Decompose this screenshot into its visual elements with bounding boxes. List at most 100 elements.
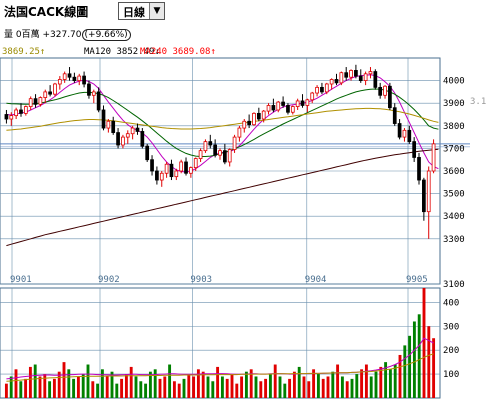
volume-bar-up xyxy=(129,366,133,398)
candle-up xyxy=(106,120,111,129)
volume-bar-up xyxy=(4,383,8,398)
chevron-down-icon[interactable]: ▼ xyxy=(150,3,164,19)
candle-down xyxy=(48,91,52,95)
volume-bar-down xyxy=(350,378,354,398)
candle-down xyxy=(82,75,86,85)
candle-up xyxy=(28,98,33,107)
volume-tick-label: 200 xyxy=(443,346,459,356)
volume-bar-up xyxy=(336,364,340,398)
volume-panel xyxy=(0,287,441,399)
candle-down xyxy=(412,141,417,158)
volume-bar-up xyxy=(76,376,80,398)
volume-bar-down xyxy=(408,335,412,398)
candle-up xyxy=(203,141,208,152)
candle-up xyxy=(295,100,300,107)
candle-up xyxy=(383,85,387,96)
candle-up xyxy=(315,86,319,94)
ma-longest-line xyxy=(6,148,439,247)
volume-bar-down xyxy=(33,364,37,398)
volume-bar-up xyxy=(172,381,176,398)
price-tick-label: 3600 xyxy=(443,167,465,177)
candle-up xyxy=(242,120,247,129)
candle-down xyxy=(300,100,305,106)
volume-bar-down xyxy=(268,374,272,398)
candle-down xyxy=(222,150,227,163)
volume-bar-down xyxy=(278,376,282,398)
price-tick-label: 3100 xyxy=(443,280,465,290)
volume-bar-down xyxy=(19,381,23,398)
volume-bar-up xyxy=(264,378,268,398)
candle-down xyxy=(378,86,383,96)
candle-down xyxy=(417,157,421,181)
period-selector[interactable]: 日線 ▼ xyxy=(118,2,165,20)
volume-bar-up xyxy=(62,362,66,398)
date-tick-label: 9904 xyxy=(305,275,327,285)
volume-bar-up xyxy=(177,383,181,398)
candle-down xyxy=(111,120,116,133)
candle-up xyxy=(324,83,329,93)
candle-up xyxy=(43,91,48,98)
candle-down xyxy=(407,129,412,143)
volume-bar-down xyxy=(254,376,258,398)
candle-down xyxy=(67,73,72,78)
candle-down xyxy=(320,86,324,93)
candle-up xyxy=(159,172,164,181)
price-tick-label: 3500 xyxy=(443,190,465,200)
candle-down xyxy=(256,112,261,120)
volume-bar-up xyxy=(379,366,383,398)
candle-up xyxy=(363,73,368,81)
candle-up xyxy=(38,97,43,105)
volume-bar-down xyxy=(100,369,104,398)
volume-bar-down xyxy=(9,376,13,398)
ma240-legend: MA240 3689.08↑ xyxy=(140,47,216,57)
volume-bar-up xyxy=(43,374,47,398)
volume-bar-down xyxy=(144,383,148,398)
change-value: +327.70 xyxy=(42,30,82,40)
candle-down xyxy=(184,161,188,174)
candle-down xyxy=(334,79,339,84)
candle-up xyxy=(125,133,130,138)
price-tick-label: 3900 xyxy=(443,99,465,109)
candle-up xyxy=(57,79,62,85)
volume-bar-down xyxy=(412,321,416,398)
volume-bar-up xyxy=(196,369,200,398)
candle-up xyxy=(310,92,315,101)
candle-up xyxy=(193,158,198,169)
candle-down xyxy=(140,131,145,147)
volume-bar-down xyxy=(374,371,378,398)
candle-down xyxy=(145,145,150,161)
period-selector-label[interactable]: 日線 xyxy=(119,3,150,19)
candle-up xyxy=(189,167,193,174)
candle-up xyxy=(261,110,266,120)
volume-tick-label: 100 xyxy=(443,370,459,380)
candle-down xyxy=(4,114,9,120)
candle-up xyxy=(218,150,222,156)
volume-bar-up xyxy=(38,376,42,398)
volume-bar-up xyxy=(273,364,277,398)
volume-bar-down xyxy=(86,364,90,398)
candle-down xyxy=(388,85,392,109)
candle-up xyxy=(252,112,256,126)
candle-up xyxy=(329,79,334,85)
volume-bar-down xyxy=(67,369,71,398)
volume-bar-up xyxy=(307,381,311,398)
volume-bar-down xyxy=(393,364,397,398)
volume-bar-up xyxy=(292,371,296,398)
volume-bar-up xyxy=(57,371,61,398)
volume-bar-up xyxy=(432,338,436,398)
volume-bar-down xyxy=(48,381,52,398)
candle-up xyxy=(91,91,96,96)
date-tick-label: 9901 xyxy=(10,275,32,285)
candle-up xyxy=(339,72,344,84)
volume-bar-up xyxy=(259,381,263,398)
volume-bar-down xyxy=(139,381,143,398)
right-edge-label: 3.1 xyxy=(470,97,486,107)
volume-bar-up xyxy=(360,369,364,398)
candle-down xyxy=(135,127,140,132)
volume-bar-down xyxy=(211,381,215,398)
volume-bar-up xyxy=(120,378,124,398)
candle-down xyxy=(116,132,120,146)
candle-down xyxy=(19,109,23,114)
candle-up xyxy=(77,75,82,82)
